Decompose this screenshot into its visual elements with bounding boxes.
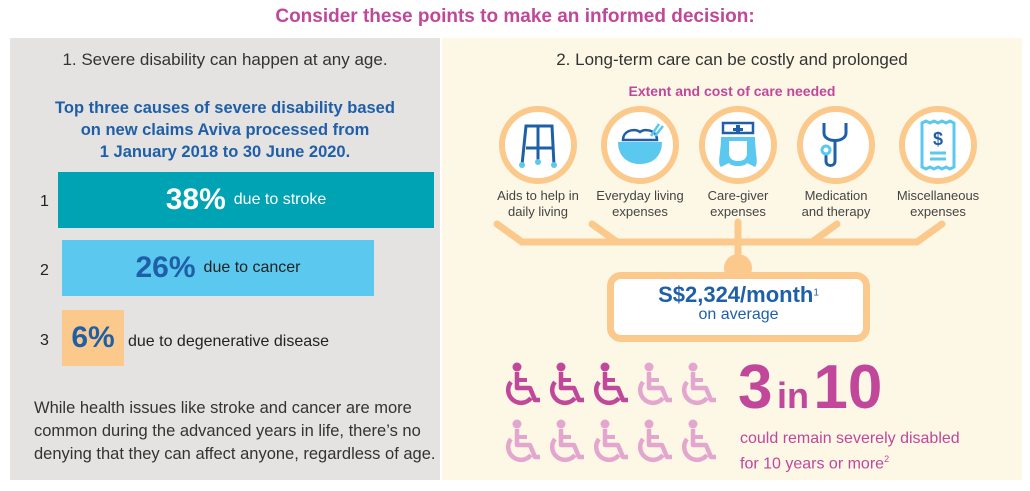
bar-label: due to degenerative disease	[128, 333, 330, 350]
item-label: Medication and therapy	[801, 188, 871, 219]
average-cost-box: S$2,324/month1 on average	[607, 272, 870, 342]
left-heading: 1. Severe disability can happen at any a…	[62, 50, 388, 69]
page-title: Consider these points to make an informe…	[275, 6, 755, 27]
footnote-2: 2	[884, 454, 890, 464]
stat-number: 3	[738, 353, 773, 422]
wheelchair-icon	[678, 362, 722, 413]
stat-total: 10	[813, 353, 883, 422]
cost-note: on average	[698, 306, 779, 323]
svg-text:$: $	[933, 129, 943, 149]
subheading-line: Top three causes of severe disability ba…	[55, 99, 395, 117]
item-label: Aids to help in daily living	[497, 188, 579, 219]
paragraph-line: While health issues like stroke and canc…	[34, 399, 412, 417]
rice-bowl-icon	[601, 106, 679, 184]
bar-percent: 6%	[71, 321, 115, 354]
caption-line: could remain severely disabled	[740, 430, 960, 447]
right-panel: 2. Long-term care can be costly and prol…	[442, 38, 1022, 480]
stat-in: in	[776, 375, 809, 416]
bar-degenerative: 6%	[62, 310, 124, 366]
wheelchair-grid	[502, 362, 742, 470]
caption-line: for 10 years or more	[740, 455, 885, 473]
rank-3: 3	[40, 332, 49, 349]
footnote-1: 1	[813, 287, 819, 299]
walker-icon	[499, 106, 577, 184]
disability-paragraph: While health issues like stroke and canc…	[34, 397, 435, 466]
stat-headline: 3 in 10	[738, 352, 882, 423]
rank-2: 2	[40, 262, 49, 279]
bar-stroke: 38% due to stroke	[58, 172, 434, 228]
rank-1: 1	[40, 193, 49, 210]
wheelchair-icon	[502, 362, 546, 413]
wheelchair-icon	[634, 419, 678, 470]
nurse-icon	[699, 106, 777, 184]
paragraph-line: denying that they can affect anyone, reg…	[34, 445, 436, 463]
wheelchair-icon	[590, 362, 634, 413]
receipt-icon: $	[899, 106, 977, 184]
wheelchair-icon	[590, 419, 634, 470]
care-subheading: Extent and cost of care needed	[628, 83, 836, 99]
wheelchair-icon	[634, 362, 678, 413]
wheelchair-icon	[678, 419, 722, 470]
right-heading: 2. Long-term care can be costly and prol…	[556, 50, 908, 69]
bar-label: due to cancer	[203, 259, 301, 276]
paragraph-line: common during the advanced years in life…	[34, 422, 421, 440]
subheading-line: on new claims Aviva processed from	[80, 121, 370, 139]
item-label: Miscellaneous expenses	[896, 188, 980, 219]
causes-subheading: Top three causes of severe disability ba…	[10, 97, 440, 163]
cost-amount: S$2,324/month	[658, 282, 814, 307]
left-panel: 1. Severe disability can happen at any a…	[10, 38, 440, 480]
bar-cancer: 26% due to cancer	[62, 240, 374, 296]
wheelchair-icon	[546, 419, 590, 470]
stat-caption: could remain severely disabled for 10 ye…	[740, 428, 960, 474]
bar-label: due to stroke	[233, 191, 327, 208]
item-label: Care-giver expenses	[707, 188, 769, 219]
wheelchair-icon	[546, 362, 590, 413]
subheading-line: 1 January 2018 to 30 June 2020.	[99, 143, 351, 161]
bar-percent: 38%	[165, 183, 226, 216]
bar-percent: 26%	[135, 251, 196, 284]
wheelchair-icon	[502, 419, 546, 470]
stethoscope-icon	[797, 106, 875, 184]
item-label: Everyday living expenses	[596, 188, 684, 219]
